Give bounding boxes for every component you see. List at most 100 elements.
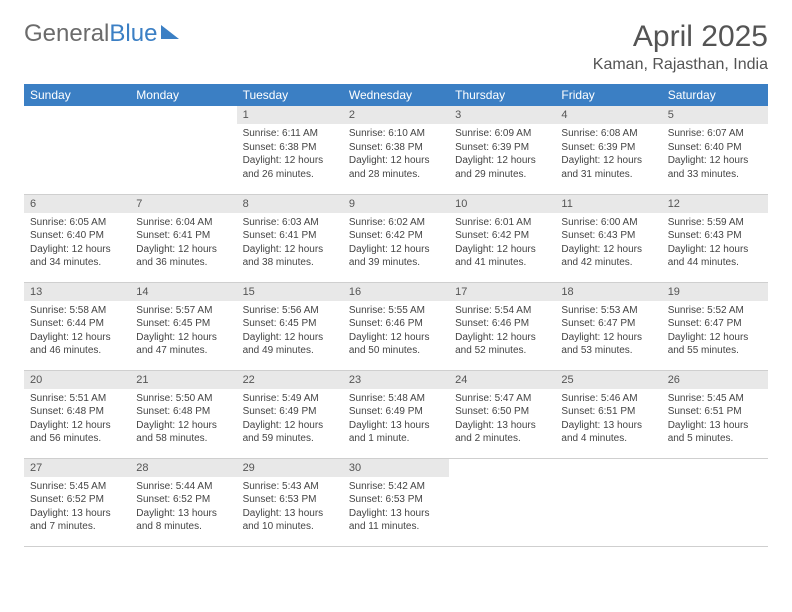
calendar-cell: 25Sunrise: 5:46 AMSunset: 6:51 PMDayligh…: [555, 370, 661, 458]
calendar-cell: 7Sunrise: 6:04 AMSunset: 6:41 PMDaylight…: [130, 194, 236, 282]
day-number: 21: [130, 371, 236, 389]
day-number: 18: [555, 283, 661, 301]
calendar-cell: 10Sunrise: 6:01 AMSunset: 6:42 PMDayligh…: [449, 194, 555, 282]
page-header: GeneralBlue April 2025 Kaman, Rajasthan,…: [24, 20, 768, 74]
day-number: 20: [24, 371, 130, 389]
day-number: 1: [237, 106, 343, 124]
day-body: Sunrise: 5:59 AMSunset: 6:43 PMDaylight:…: [662, 213, 768, 273]
calendar-cell: 12Sunrise: 5:59 AMSunset: 6:43 PMDayligh…: [662, 194, 768, 282]
calendar-cell: 4Sunrise: 6:08 AMSunset: 6:39 PMDaylight…: [555, 106, 661, 194]
calendar-cell: 8Sunrise: 6:03 AMSunset: 6:41 PMDaylight…: [237, 194, 343, 282]
calendar-cell: 27Sunrise: 5:45 AMSunset: 6:52 PMDayligh…: [24, 458, 130, 546]
calendar-cell: 16Sunrise: 5:55 AMSunset: 6:46 PMDayligh…: [343, 282, 449, 370]
day-body: Sunrise: 6:00 AMSunset: 6:43 PMDaylight:…: [555, 213, 661, 273]
day-number: 16: [343, 283, 449, 301]
day-number: 29: [237, 459, 343, 477]
day-body: Sunrise: 5:42 AMSunset: 6:53 PMDaylight:…: [343, 477, 449, 537]
day-number: 11: [555, 195, 661, 213]
day-body: Sunrise: 5:45 AMSunset: 6:51 PMDaylight:…: [662, 389, 768, 449]
calendar-cell: 11Sunrise: 6:00 AMSunset: 6:43 PMDayligh…: [555, 194, 661, 282]
calendar-week-row: 6Sunrise: 6:05 AMSunset: 6:40 PMDaylight…: [24, 194, 768, 282]
calendar-cell: [449, 458, 555, 546]
weekday-header: Friday: [555, 84, 661, 106]
calendar-cell: 30Sunrise: 5:42 AMSunset: 6:53 PMDayligh…: [343, 458, 449, 546]
calendar-cell: 6Sunrise: 6:05 AMSunset: 6:40 PMDaylight…: [24, 194, 130, 282]
day-number: 13: [24, 283, 130, 301]
triangle-icon: [161, 25, 179, 39]
day-body: Sunrise: 5:57 AMSunset: 6:45 PMDaylight:…: [130, 301, 236, 361]
day-number: 19: [662, 283, 768, 301]
weekday-header: Tuesday: [237, 84, 343, 106]
month-title: April 2025: [593, 20, 768, 54]
day-body: Sunrise: 5:56 AMSunset: 6:45 PMDaylight:…: [237, 301, 343, 361]
calendar-cell: 28Sunrise: 5:44 AMSunset: 6:52 PMDayligh…: [130, 458, 236, 546]
brand-logo: GeneralBlue: [24, 20, 179, 48]
calendar-cell: 20Sunrise: 5:51 AMSunset: 6:48 PMDayligh…: [24, 370, 130, 458]
weekday-header-row: Sunday Monday Tuesday Wednesday Thursday…: [24, 84, 768, 106]
weekday-header: Sunday: [24, 84, 130, 106]
weekday-header: Monday: [130, 84, 236, 106]
calendar-cell: 15Sunrise: 5:56 AMSunset: 6:45 PMDayligh…: [237, 282, 343, 370]
day-number: 9: [343, 195, 449, 213]
day-number: 22: [237, 371, 343, 389]
day-number: 23: [343, 371, 449, 389]
calendar-cell: [555, 458, 661, 546]
weekday-header: Thursday: [449, 84, 555, 106]
brand-part2: Blue: [109, 20, 157, 47]
day-body: Sunrise: 5:49 AMSunset: 6:49 PMDaylight:…: [237, 389, 343, 449]
day-number: 27: [24, 459, 130, 477]
day-number: 17: [449, 283, 555, 301]
calendar-week-row: 20Sunrise: 5:51 AMSunset: 6:48 PMDayligh…: [24, 370, 768, 458]
day-number: 25: [555, 371, 661, 389]
day-number: 4: [555, 106, 661, 124]
day-number: 28: [130, 459, 236, 477]
calendar-cell: 21Sunrise: 5:50 AMSunset: 6:48 PMDayligh…: [130, 370, 236, 458]
calendar-cell: 22Sunrise: 5:49 AMSunset: 6:49 PMDayligh…: [237, 370, 343, 458]
calendar-cell: 3Sunrise: 6:09 AMSunset: 6:39 PMDaylight…: [449, 106, 555, 194]
day-body: Sunrise: 5:54 AMSunset: 6:46 PMDaylight:…: [449, 301, 555, 361]
day-number: 24: [449, 371, 555, 389]
calendar-cell: 26Sunrise: 5:45 AMSunset: 6:51 PMDayligh…: [662, 370, 768, 458]
weekday-header: Saturday: [662, 84, 768, 106]
day-number: 15: [237, 283, 343, 301]
calendar-cell: [662, 458, 768, 546]
day-body: Sunrise: 6:02 AMSunset: 6:42 PMDaylight:…: [343, 213, 449, 273]
day-number: 6: [24, 195, 130, 213]
day-number: 2: [343, 106, 449, 124]
calendar-cell: 14Sunrise: 5:57 AMSunset: 6:45 PMDayligh…: [130, 282, 236, 370]
day-body: Sunrise: 5:44 AMSunset: 6:52 PMDaylight:…: [130, 477, 236, 537]
calendar-cell: 17Sunrise: 5:54 AMSunset: 6:46 PMDayligh…: [449, 282, 555, 370]
day-number: 26: [662, 371, 768, 389]
day-body: Sunrise: 6:11 AMSunset: 6:38 PMDaylight:…: [237, 124, 343, 184]
day-body: Sunrise: 6:04 AMSunset: 6:41 PMDaylight:…: [130, 213, 236, 273]
calendar-cell: [130, 106, 236, 194]
day-number: 5: [662, 106, 768, 124]
calendar-week-row: 27Sunrise: 5:45 AMSunset: 6:52 PMDayligh…: [24, 458, 768, 546]
calendar-cell: 1Sunrise: 6:11 AMSunset: 6:38 PMDaylight…: [237, 106, 343, 194]
calendar-week-row: 13Sunrise: 5:58 AMSunset: 6:44 PMDayligh…: [24, 282, 768, 370]
calendar-cell: 2Sunrise: 6:10 AMSunset: 6:38 PMDaylight…: [343, 106, 449, 194]
calendar-cell: 13Sunrise: 5:58 AMSunset: 6:44 PMDayligh…: [24, 282, 130, 370]
day-body: Sunrise: 5:58 AMSunset: 6:44 PMDaylight:…: [24, 301, 130, 361]
day-body: Sunrise: 6:10 AMSunset: 6:38 PMDaylight:…: [343, 124, 449, 184]
day-body: Sunrise: 5:53 AMSunset: 6:47 PMDaylight:…: [555, 301, 661, 361]
day-body: Sunrise: 5:47 AMSunset: 6:50 PMDaylight:…: [449, 389, 555, 449]
day-body: Sunrise: 5:48 AMSunset: 6:49 PMDaylight:…: [343, 389, 449, 449]
day-body: Sunrise: 5:50 AMSunset: 6:48 PMDaylight:…: [130, 389, 236, 449]
day-body: Sunrise: 6:05 AMSunset: 6:40 PMDaylight:…: [24, 213, 130, 273]
calendar-body: 1Sunrise: 6:11 AMSunset: 6:38 PMDaylight…: [24, 106, 768, 546]
calendar-cell: 18Sunrise: 5:53 AMSunset: 6:47 PMDayligh…: [555, 282, 661, 370]
day-body: Sunrise: 5:55 AMSunset: 6:46 PMDaylight:…: [343, 301, 449, 361]
calendar-cell: 23Sunrise: 5:48 AMSunset: 6:49 PMDayligh…: [343, 370, 449, 458]
day-number: 3: [449, 106, 555, 124]
day-body: Sunrise: 5:46 AMSunset: 6:51 PMDaylight:…: [555, 389, 661, 449]
brand-text: GeneralBlue: [24, 20, 157, 48]
location-text: Kaman, Rajasthan, India: [593, 56, 768, 74]
day-number: 7: [130, 195, 236, 213]
day-number: 10: [449, 195, 555, 213]
weekday-header: Wednesday: [343, 84, 449, 106]
calendar-cell: 19Sunrise: 5:52 AMSunset: 6:47 PMDayligh…: [662, 282, 768, 370]
calendar-cell: 24Sunrise: 5:47 AMSunset: 6:50 PMDayligh…: [449, 370, 555, 458]
day-body: Sunrise: 5:51 AMSunset: 6:48 PMDaylight:…: [24, 389, 130, 449]
calendar-week-row: 1Sunrise: 6:11 AMSunset: 6:38 PMDaylight…: [24, 106, 768, 194]
